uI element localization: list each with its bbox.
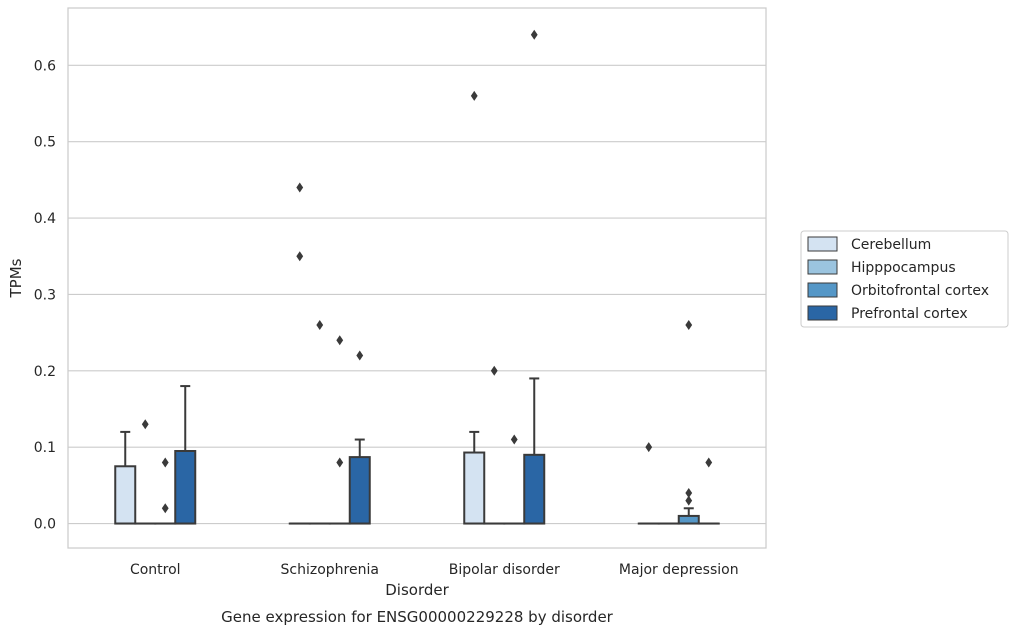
y-tick-label: 0.2 [34,364,56,380]
plot-area [68,8,766,548]
box-body [175,451,195,524]
x-tick-label: Schizophrenia [281,562,379,578]
box-body [679,516,699,524]
y-axis-title: TPMs [7,258,25,298]
y-tick-label: 0.5 [34,135,56,151]
x-axis-ticks: Control Schizophrenia Bipolar disorder Majo… [130,562,739,578]
x-axis-title: Disorder [385,581,449,599]
box-body [524,455,544,524]
y-tick-label: 0.3 [34,287,56,303]
box-body [115,466,135,523]
y-axis-ticks: 0.0 0.1 0.2 0.3 0.4 0.5 0.6 [34,58,56,532]
legend-label: Hipppocampus [851,260,956,276]
legend-label: Prefrontal cortex [851,306,968,322]
box-body [464,453,484,524]
y-tick-label: 0.6 [34,58,56,74]
legend-label: Orbitofrontal cortex [851,283,989,299]
legend: Cerebellum Hipppocampus Orbitofrontal cort… [801,231,1008,327]
x-tick-label: Major depression [619,562,739,578]
y-tick-label: 0.4 [34,211,56,227]
legend-swatch [808,283,837,297]
x-tick-label: Control [130,562,181,578]
y-tick-label: 0.1 [34,440,56,456]
legend-label: Cerebellum [851,237,931,253]
legend-swatch [808,306,837,320]
legend-swatch [808,237,837,251]
chart-caption: Gene expression for ENSG00000229228 by d… [221,608,614,626]
box-body [350,457,370,523]
legend-swatch [808,260,837,274]
x-tick-label: Bipolar disorder [449,562,560,578]
y-tick-label: 0.0 [34,517,56,533]
